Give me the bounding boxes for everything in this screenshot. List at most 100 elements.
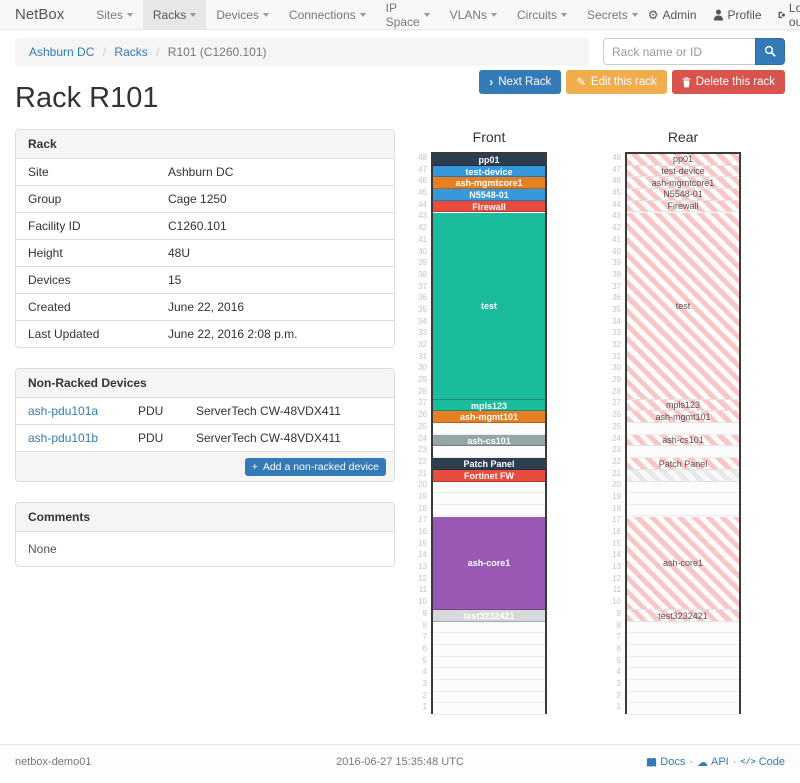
- unit-number: 11: [612, 585, 621, 595]
- nonracked-device-row: ash-pdu101a PDU ServerTech CW-48VDX411: [16, 398, 394, 424]
- nav-link-ip-space[interactable]: IP Space: [376, 0, 440, 29]
- rack-device-test3232421[interactable]: test3232421: [433, 610, 545, 622]
- unit-number: 1: [422, 702, 427, 712]
- rack-attribute-row: Devices 15: [16, 266, 394, 293]
- unit-number: 35: [418, 304, 427, 314]
- rack-device-n5548-01[interactable]: N5548-01: [433, 189, 545, 201]
- attribute-label: Site: [28, 165, 49, 179]
- rack-device-mpls123[interactable]: mpls123: [433, 399, 545, 412]
- rack-device-ash-cs101[interactable]: ash-cs101: [627, 434, 739, 447]
- nav-item-ip-space: IP Space: [376, 0, 440, 29]
- breadcrumb-site-link[interactable]: Ashburn DC: [29, 45, 95, 59]
- rack-device-ash-mgmtcore1[interactable]: ash-mgmtcore1: [627, 177, 739, 190]
- attribute-value[interactable]: 15: [168, 273, 182, 287]
- unit-number: 30: [612, 363, 621, 373]
- unit-number: 6: [616, 643, 621, 653]
- empty-unit: [627, 481, 739, 493]
- profile-link[interactable]: Profile: [713, 8, 762, 22]
- unit-number: 46: [418, 176, 427, 186]
- unit-number: 39: [612, 258, 621, 268]
- breadcrumb-row: Ashburn DC / Racks / R101 (C1260.101): [0, 30, 800, 66]
- rack-device-ash-mgmt101[interactable]: ash-mgmt101: [433, 411, 545, 424]
- rack-device-ash-core1[interactable]: ash-core1: [627, 516, 739, 611]
- rack-device-test[interactable]: test: [433, 212, 545, 400]
- rack-device-ash-mgmt101[interactable]: ash-mgmt101: [627, 411, 739, 424]
- nav-link-circuits[interactable]: Circuits: [507, 0, 577, 29]
- rear-rack-body: pp01 test-device ash-mgmtcore1 N5548-01 Fire…: [625, 152, 741, 715]
- nav-link-sites[interactable]: Sites: [86, 0, 143, 29]
- navbar-menu: Sites Racks Devices Connections IP Space VLAN…: [86, 0, 648, 29]
- attribute-value[interactable]: Ashburn DC: [168, 165, 234, 179]
- admin-link[interactable]: ⚙ Admin: [648, 8, 697, 22]
- navbar-right: ⚙ Admin Profile Log out: [648, 0, 800, 29]
- comments-panel-title: Comments: [16, 503, 394, 532]
- chevron-down-icon: [190, 12, 197, 17]
- person-icon: [713, 9, 723, 20]
- docs-link[interactable]: Docs: [646, 756, 685, 768]
- gear-icon: ⚙: [647, 7, 659, 22]
- unit-number: 37: [418, 281, 427, 291]
- unit-number: 42: [612, 223, 621, 233]
- unit-number: 41: [418, 234, 427, 244]
- search-input[interactable]: [603, 38, 755, 65]
- rack-device-patch-panel[interactable]: Patch Panel: [433, 458, 545, 470]
- unit-number: 27: [418, 398, 427, 408]
- nav-link-connections[interactable]: Connections: [279, 0, 376, 29]
- rack-device-firewall[interactable]: Firewall: [433, 200, 545, 213]
- rack-device-test-device[interactable]: test-device: [433, 165, 545, 178]
- empty-unit: [627, 504, 739, 517]
- rack-device-test3232421[interactable]: test3232421: [627, 610, 739, 622]
- rack-device-ash-mgmtcore1[interactable]: ash-mgmtcore1: [433, 177, 545, 190]
- search-button[interactable]: [755, 38, 785, 65]
- code-link[interactable]: </> Code: [740, 756, 785, 768]
- unit-number: 20: [418, 480, 427, 490]
- empty-unit: [433, 668, 545, 680]
- rack-device-fortinet-fw[interactable]: Fortinet FW: [433, 469, 545, 482]
- rack-device-pp01[interactable]: pp01: [433, 154, 545, 166]
- nav-link-vlans[interactable]: VLANs: [440, 0, 507, 29]
- chevron-down-icon: [491, 12, 498, 17]
- brand-logo[interactable]: NetBox: [15, 6, 65, 23]
- unit-number: 26: [418, 410, 427, 420]
- logout-link[interactable]: Log out: [778, 1, 800, 29]
- breadcrumb-racks-link[interactable]: Racks: [114, 45, 148, 59]
- device-name-link[interactable]: ash-pdu101b: [28, 431, 99, 445]
- api-link[interactable]: ☁ API: [697, 756, 729, 769]
- rack-device-ash-core1[interactable]: ash-core1: [433, 516, 545, 611]
- rack-device-ash-cs101[interactable]: ash-cs101: [433, 434, 545, 447]
- unit-number: 3: [422, 678, 427, 688]
- rack-device-fortinet-fw[interactable]: [627, 469, 739, 482]
- nav-link-racks[interactable]: Racks: [142, 0, 207, 29]
- rack-attribute-row: Height 48U: [16, 239, 394, 266]
- add-nonracked-device-button[interactable]: + Add a non-racked device: [244, 458, 386, 476]
- unit-number: 2: [616, 690, 621, 700]
- rack-device-pp01[interactable]: pp01: [627, 154, 739, 166]
- nav-item-sites: Sites: [86, 0, 143, 29]
- unit-number: 9: [616, 608, 621, 618]
- empty-unit: [627, 644, 739, 657]
- unit-number: 2: [422, 690, 427, 700]
- logout-label: Log out: [788, 0, 800, 29]
- rack-device-test-device[interactable]: test-device: [627, 165, 739, 178]
- empty-unit: [433, 679, 545, 692]
- device-name-link[interactable]: ash-pdu101a: [28, 404, 99, 418]
- attribute-label: Facility ID: [28, 219, 81, 233]
- attribute-value[interactable]: Cage 1250: [168, 192, 227, 206]
- delete-rack-button[interactable]: Delete this rack: [671, 70, 785, 94]
- front-elevation: Front 48 47 46 45 44 43 42 41 40 39 38 37 36 35 34 33 32…: [411, 129, 547, 715]
- rack-device-test[interactable]: test: [627, 212, 739, 400]
- nav-link-secrets[interactable]: Secrets: [577, 0, 648, 29]
- nav-link-devices[interactable]: Devices: [206, 0, 279, 29]
- rack-device-firewall[interactable]: Firewall: [627, 200, 739, 213]
- rack-device-mpls123[interactable]: mpls123: [627, 399, 739, 412]
- next-rack-button[interactable]: › Next Rack: [479, 70, 562, 94]
- edit-rack-button[interactable]: ✎ Edit this rack: [566, 70, 667, 94]
- rack-device-patch-panel[interactable]: Patch Panel: [627, 458, 739, 470]
- nav-item-devices: Devices: [206, 0, 279, 29]
- rack-device-n5548-01[interactable]: N5548-01: [627, 189, 739, 201]
- empty-unit: [433, 422, 545, 435]
- unit-number: 48: [418, 153, 427, 162]
- title-row: › Next Rack ✎ Edit this rack Delete this…: [0, 66, 800, 129]
- unit-number: 15: [612, 538, 621, 548]
- rack-elevations: Front 48 47 46 45 44 43 42 41 40 39 38 37 36 35 34 33 32…: [411, 129, 741, 715]
